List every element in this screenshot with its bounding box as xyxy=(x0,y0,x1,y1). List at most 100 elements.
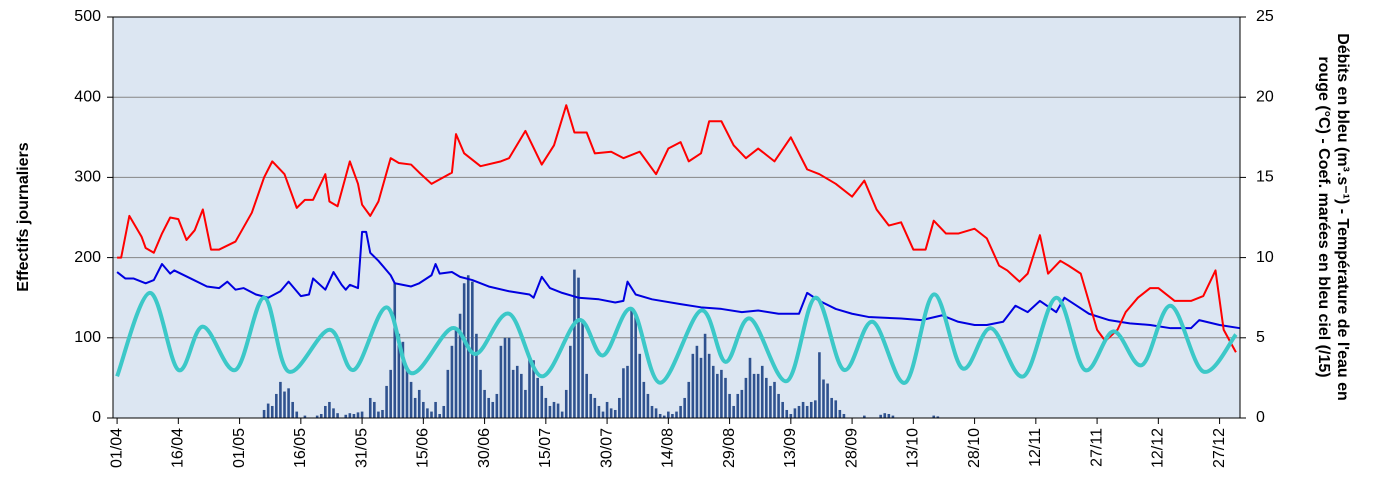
bar xyxy=(491,401,495,418)
bar xyxy=(589,393,593,418)
bar xyxy=(548,405,552,418)
line xyxy=(115,290,1238,385)
bar xyxy=(381,409,384,418)
bar xyxy=(569,345,572,418)
bar xyxy=(540,385,544,418)
bar xyxy=(434,401,437,418)
bar xyxy=(279,381,282,418)
bar xyxy=(507,337,511,418)
x-tick-label: 14/08 xyxy=(660,428,677,468)
bar xyxy=(711,365,715,418)
bar xyxy=(744,377,748,418)
x-tick-label: 29/08 xyxy=(721,428,738,468)
bar xyxy=(422,401,425,418)
bar xyxy=(324,405,327,418)
bar xyxy=(760,365,764,418)
bar xyxy=(438,413,441,418)
bar xyxy=(891,415,895,418)
bar xyxy=(936,416,940,418)
bar xyxy=(838,409,842,418)
bar xyxy=(814,400,817,418)
bar xyxy=(581,321,584,418)
bar xyxy=(724,377,727,418)
bar xyxy=(483,389,486,418)
bar xyxy=(756,373,760,418)
bar xyxy=(789,413,793,418)
x-tick-label: 12/12 xyxy=(1150,428,1167,468)
bar xyxy=(442,405,446,418)
bar xyxy=(270,405,274,418)
bar xyxy=(556,403,560,418)
bar xyxy=(573,269,576,418)
bar xyxy=(707,353,711,418)
bar xyxy=(564,389,568,418)
y2-axis-label: Débits en bleu (m³.s⁻¹) - Température de… xyxy=(1315,33,1351,401)
y2-tick-label: 10 xyxy=(1256,249,1274,266)
bar xyxy=(454,329,458,418)
x-tick-label: 27/12 xyxy=(1211,428,1228,468)
plot-frame xyxy=(112,16,1241,419)
x-tick-label: 15/07 xyxy=(537,428,554,468)
y-tick-label: 200 xyxy=(74,249,101,266)
bar xyxy=(658,413,662,418)
bar xyxy=(426,408,429,418)
bar xyxy=(601,411,605,418)
bar xyxy=(475,333,478,418)
bar xyxy=(818,352,821,418)
bar xyxy=(691,353,695,418)
y2-tick-label: 25 xyxy=(1256,8,1274,25)
bar xyxy=(671,413,674,418)
y-tick-label: 300 xyxy=(74,169,101,186)
bar xyxy=(405,369,409,418)
x-tick-label: 28/09 xyxy=(843,428,860,468)
bar xyxy=(511,369,515,418)
bar xyxy=(687,381,691,418)
bar xyxy=(822,379,825,418)
bar xyxy=(777,393,780,418)
bar xyxy=(528,357,531,418)
x-tick-label: 28/10 xyxy=(966,428,983,468)
bar xyxy=(622,368,625,418)
bar xyxy=(626,365,629,418)
bar xyxy=(458,313,462,418)
bar xyxy=(618,397,621,418)
bar xyxy=(266,403,270,418)
bar xyxy=(593,397,597,418)
bar xyxy=(879,414,882,418)
y2-tick-label: 20 xyxy=(1256,88,1274,105)
bar xyxy=(287,388,290,418)
bar xyxy=(360,411,364,418)
bar xyxy=(748,357,752,418)
bar xyxy=(560,411,564,418)
bar xyxy=(487,397,490,418)
bar xyxy=(679,405,682,418)
bar xyxy=(883,413,887,418)
bar xyxy=(720,369,723,418)
plot-area xyxy=(113,17,1240,418)
bar xyxy=(450,345,454,418)
bar xyxy=(552,401,556,418)
bar xyxy=(536,377,539,418)
bar xyxy=(630,309,633,418)
bar xyxy=(377,411,380,418)
bar xyxy=(291,401,294,418)
y-tick-label: 500 xyxy=(74,8,101,25)
bar xyxy=(650,405,654,418)
bar xyxy=(262,409,266,418)
bar xyxy=(834,400,838,418)
bar xyxy=(695,345,699,418)
bar xyxy=(654,408,658,418)
bar xyxy=(830,397,833,418)
x-tick-label: 27/11 xyxy=(1088,428,1105,467)
bar xyxy=(275,393,278,418)
bar xyxy=(413,397,417,418)
bar xyxy=(397,333,401,418)
bar xyxy=(532,360,535,418)
x-tick-label: 01/05 xyxy=(231,428,248,468)
bar xyxy=(809,401,813,418)
bar xyxy=(675,411,678,418)
bar xyxy=(336,413,339,418)
y2-tick-label: 15 xyxy=(1256,169,1274,186)
